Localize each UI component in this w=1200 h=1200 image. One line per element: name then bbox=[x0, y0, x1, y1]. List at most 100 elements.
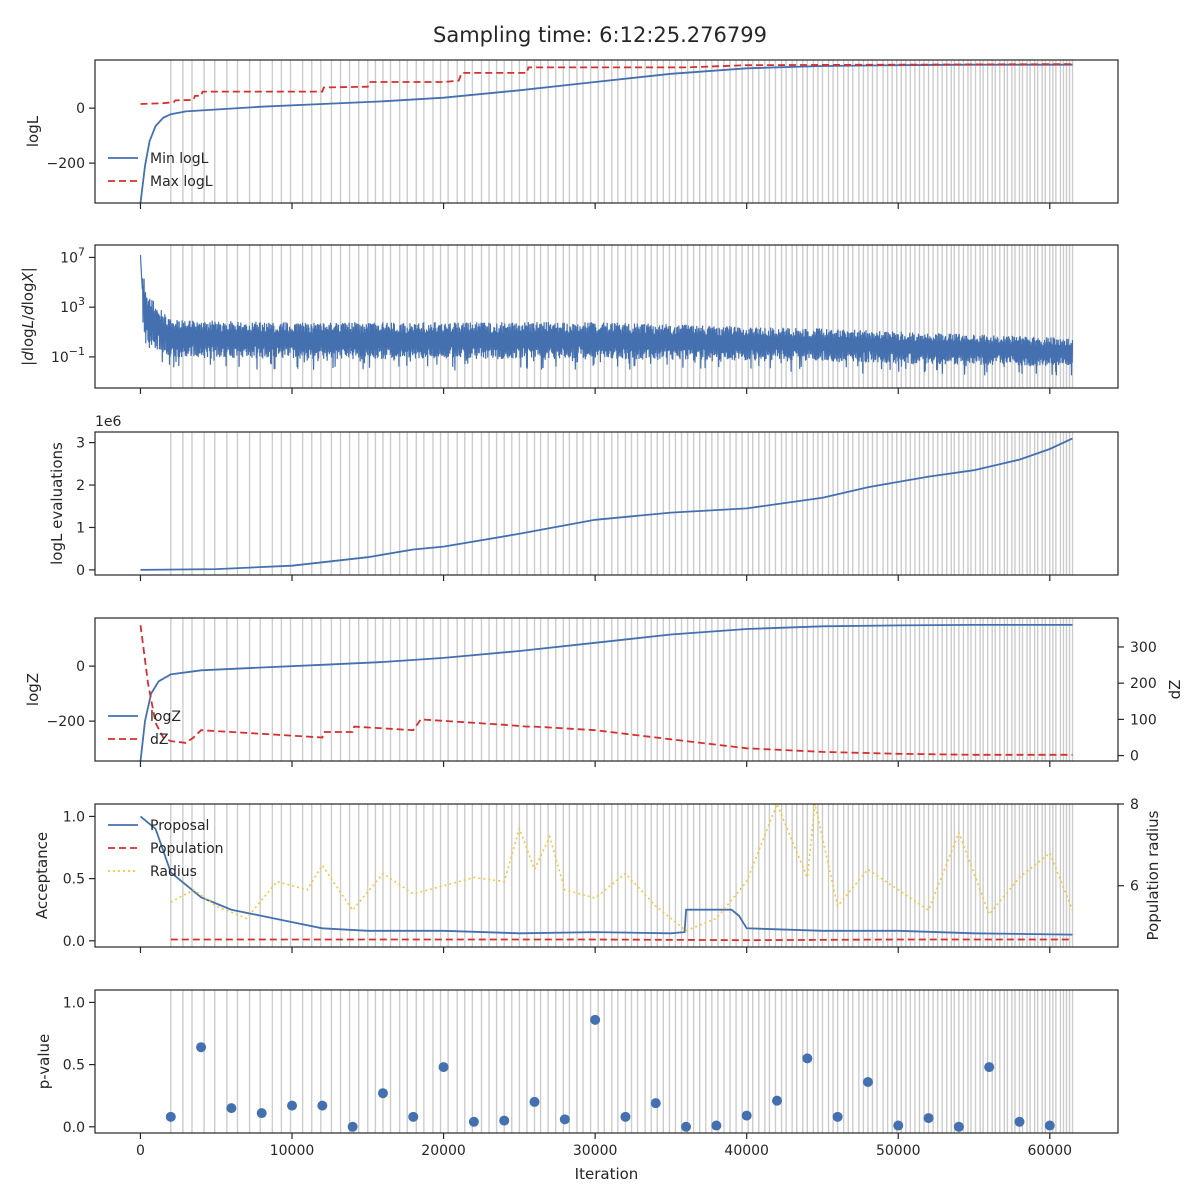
data-point bbox=[347, 1121, 358, 1132]
data-point bbox=[893, 1120, 904, 1131]
legend-label: logZ bbox=[150, 709, 181, 725]
legend-label: Radius bbox=[150, 864, 197, 880]
y-tick-label: 0.0 bbox=[63, 1120, 85, 1136]
y-axis-label: p-value bbox=[35, 1034, 53, 1090]
y-tick-label: −200 bbox=[47, 714, 85, 730]
axes-frame bbox=[94, 989, 1119, 1134]
restart-lines bbox=[170, 990, 1074, 1133]
data-point bbox=[468, 1116, 479, 1127]
restart-lines bbox=[170, 60, 1074, 203]
legend: Min logL Max logL bbox=[108, 151, 213, 190]
x-tick-label: 0 bbox=[136, 1143, 145, 1159]
data-point bbox=[499, 1115, 510, 1126]
panel-pvalue: 0 10000 20000 30000 40000 50000 60000 1.0 0.5 0.0… bbox=[35, 989, 1119, 1183]
y-tick-label: 0 bbox=[76, 101, 85, 117]
restart-lines bbox=[170, 618, 1074, 761]
data-point bbox=[741, 1110, 752, 1121]
series-line bbox=[139, 625, 1073, 756]
panel-acceptance: 1.0 0.5 0.0 8 6 Acceptance Population radius Pr… bbox=[33, 797, 1162, 953]
y-tick-label: 0.5 bbox=[63, 872, 85, 888]
data-point bbox=[711, 1120, 722, 1131]
data-point bbox=[226, 1103, 237, 1114]
x-tick-label: 30000 bbox=[573, 1143, 618, 1159]
data-point bbox=[953, 1121, 964, 1132]
x-tick-label: 50000 bbox=[876, 1143, 921, 1159]
series-line bbox=[170, 938, 1073, 942]
y-tick-label-right: 6 bbox=[1130, 879, 1139, 895]
data-point bbox=[862, 1077, 873, 1088]
series-line bbox=[139, 63, 1073, 203]
y-tick-label: 2 bbox=[76, 478, 85, 494]
y-axis-label: logL evaluations bbox=[48, 442, 66, 565]
legend: logZ dZ bbox=[108, 709, 181, 748]
offset-text: 1e6 bbox=[95, 414, 122, 430]
data-point bbox=[832, 1111, 843, 1122]
series-line bbox=[139, 815, 1073, 936]
data-point bbox=[923, 1113, 934, 1124]
data-point bbox=[590, 1014, 601, 1025]
y-tick-label: 0 bbox=[76, 563, 85, 579]
y-tick-label: 107 bbox=[60, 245, 85, 266]
data-point bbox=[196, 1042, 207, 1053]
legend-label: Max logL bbox=[150, 174, 213, 190]
y-axis-label: |dlogL/dlogX| bbox=[19, 267, 37, 366]
data-point bbox=[529, 1096, 540, 1107]
data-point bbox=[317, 1100, 328, 1111]
data-point bbox=[438, 1062, 449, 1073]
legend: Proposal Population Radius bbox=[108, 818, 224, 880]
data-point bbox=[377, 1088, 388, 1099]
data-point bbox=[287, 1100, 298, 1111]
restart-lines bbox=[170, 432, 1074, 575]
y-tick-label: 0.0 bbox=[63, 934, 85, 950]
y-tick-label: 1.0 bbox=[63, 995, 85, 1011]
restart-lines bbox=[170, 245, 1074, 388]
y-tick-label: 0 bbox=[76, 659, 85, 675]
y-tick-label: −200 bbox=[47, 156, 85, 172]
data-point bbox=[165, 1111, 176, 1122]
data-point bbox=[984, 1062, 995, 1073]
axes-frame bbox=[94, 244, 1119, 389]
series-group bbox=[140, 437, 1073, 571]
y-tick-label: 10−1 bbox=[51, 345, 85, 366]
x-tick-label: 10000 bbox=[270, 1143, 315, 1159]
series-group bbox=[139, 804, 1074, 942]
y-axis-label-right: dZ bbox=[1166, 680, 1184, 700]
figure-title: Sampling time: 6:12:25.276799 bbox=[433, 23, 767, 47]
panel-dlogl: 107 103 10−1 |dlogL/dlogX| bbox=[19, 244, 1119, 394]
y-tick-label: 103 bbox=[60, 295, 85, 316]
series-line bbox=[140, 63, 1073, 105]
data-point bbox=[559, 1114, 570, 1125]
y-tick-label-right: 8 bbox=[1130, 797, 1139, 813]
restart-lines bbox=[170, 804, 1074, 947]
series-line bbox=[139, 624, 1073, 761]
series-group bbox=[139, 63, 1073, 203]
data-point bbox=[802, 1053, 813, 1064]
y-tick-label-right: 200 bbox=[1130, 676, 1157, 692]
y-tick-label: 1 bbox=[76, 520, 85, 536]
panel-logl: 0 −200 logL Min logL Max logL bbox=[24, 59, 1119, 209]
data-point bbox=[256, 1108, 267, 1119]
x-axis-label: Iteration bbox=[575, 1165, 639, 1183]
x-tick-label: 20000 bbox=[421, 1143, 466, 1159]
panel-evals: 0 1 2 3 logL evaluations 1e6 bbox=[48, 414, 1119, 581]
x-tick-label: 40000 bbox=[724, 1143, 769, 1159]
y-axis-label: logL bbox=[24, 115, 42, 147]
series-line bbox=[140, 437, 1073, 571]
y-tick-label-right: 0 bbox=[1130, 749, 1139, 765]
y-tick-label: 1.0 bbox=[63, 809, 85, 825]
y-axis-label: logZ bbox=[24, 673, 42, 706]
y-tick-label: 3 bbox=[76, 436, 85, 452]
series-group bbox=[139, 624, 1073, 761]
y-axis-label: Acceptance bbox=[33, 832, 51, 919]
data-point bbox=[408, 1111, 419, 1122]
legend-label: Proposal bbox=[150, 818, 209, 834]
data-point bbox=[650, 1098, 661, 1109]
legend-label: Population bbox=[150, 841, 224, 857]
data-point bbox=[620, 1111, 631, 1122]
axes-frame bbox=[94, 431, 1119, 576]
y-tick-label-right: 300 bbox=[1130, 640, 1157, 656]
data-point bbox=[1014, 1116, 1025, 1127]
legend-label: dZ bbox=[150, 732, 168, 748]
